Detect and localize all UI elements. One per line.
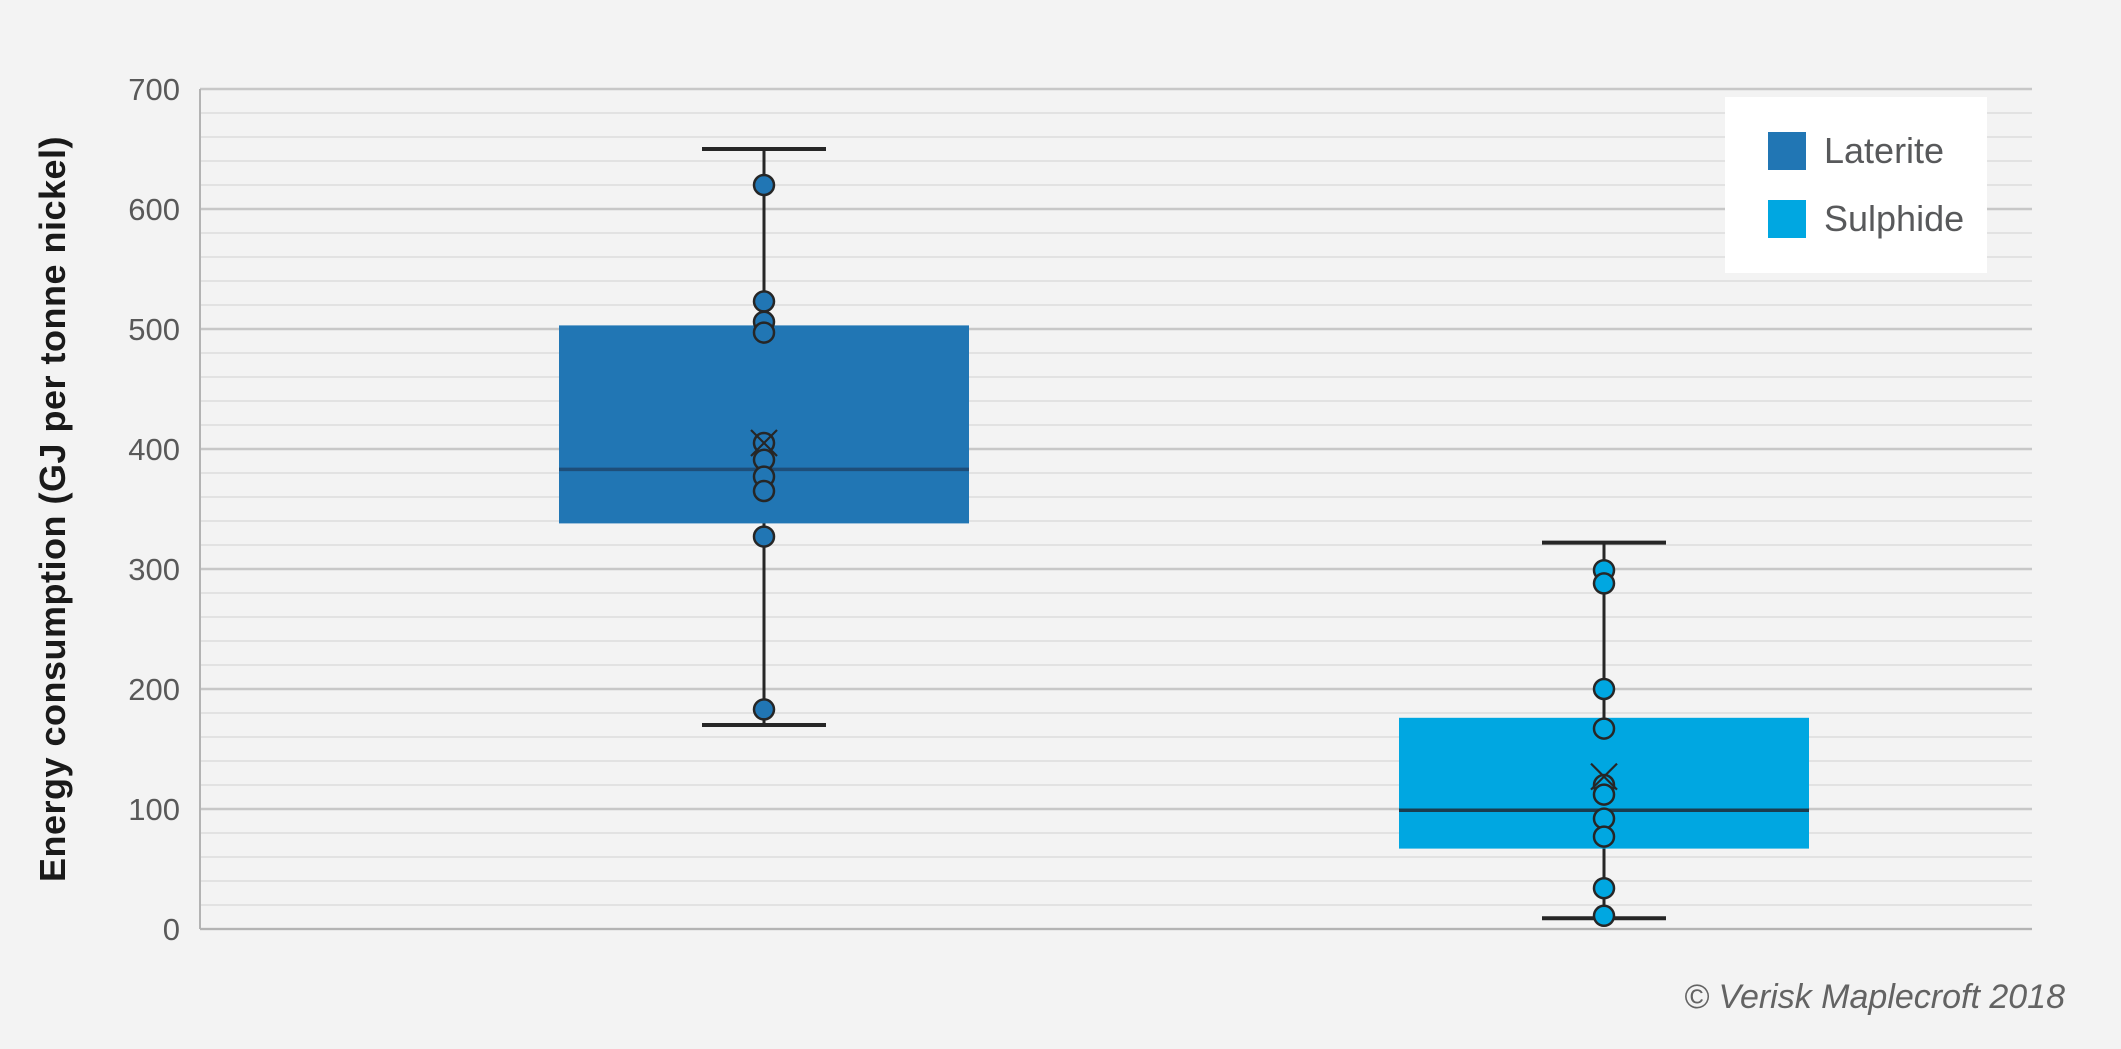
data-point [752, 321, 776, 344]
y-tick-label: 400 [128, 432, 180, 467]
data-point [1592, 677, 1616, 701]
y-tick-label: 0 [163, 912, 180, 947]
data-point [1592, 783, 1616, 806]
mean-marker [750, 429, 778, 457]
y-tick-label: 600 [128, 192, 180, 227]
data-point [1592, 876, 1616, 900]
y-axis-title: Energy consumption (GJ per tonne nickel) [32, 135, 73, 883]
laterite-boxplot [559, 147, 969, 727]
y-tick-label: 100 [128, 792, 180, 827]
copyright-text: © Verisk Maplecroft 2018 [1684, 978, 2065, 1016]
sulphide-swatch [1768, 200, 1806, 238]
gridlines [200, 87, 2032, 931]
legend: Laterite Sulphide [1725, 97, 1987, 273]
legend-item-laterite: Laterite [1768, 132, 1987, 170]
laterite-legend-label: Laterite [1824, 130, 1945, 171]
legend-item-sulphide: Sulphide [1768, 200, 1987, 238]
data-point [1592, 717, 1616, 740]
data-point [752, 479, 776, 503]
data-point [1592, 572, 1616, 595]
mean-marker [1590, 762, 1618, 791]
data-point [1592, 825, 1616, 848]
sulphide-boxplot [1399, 540, 1809, 928]
sulphide-legend-label: Sulphide [1824, 198, 1965, 239]
data-point [752, 173, 776, 197]
data-point [752, 525, 776, 548]
data-point [1592, 904, 1616, 928]
data-point [752, 290, 776, 313]
data-point [752, 698, 776, 721]
y-tick-label: 500 [128, 312, 180, 347]
y-tick-label: 300 [128, 552, 180, 587]
laterite-swatch [1768, 132, 1806, 170]
y-tick-label: 700 [128, 72, 180, 107]
y-tick-labels: 0 100 200 300 400 500 600 700 [128, 72, 180, 947]
y-tick-label: 200 [128, 672, 180, 707]
